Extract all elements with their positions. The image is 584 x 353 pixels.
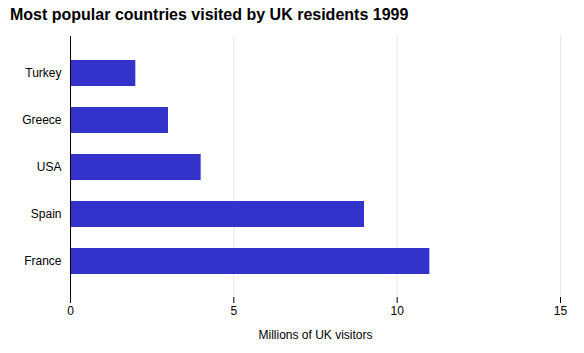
svg-text:France: France <box>24 254 62 268</box>
svg-text:USA: USA <box>37 160 62 174</box>
svg-text:0: 0 <box>67 304 74 318</box>
svg-text:15: 15 <box>554 304 568 318</box>
svg-text:Millions of UK visitors: Millions of UK visitors <box>258 328 372 342</box>
html-text:Most popular countries visited: Most popular countries visited by UK res… <box>10 6 409 23</box>
svg-text:Turkey: Turkey <box>25 66 61 80</box>
svg-text:5: 5 <box>230 304 237 318</box>
svg-text:Greece: Greece <box>22 113 62 127</box>
svg-text:10: 10 <box>390 304 404 318</box>
svg-text:Spain: Spain <box>31 207 62 221</box>
